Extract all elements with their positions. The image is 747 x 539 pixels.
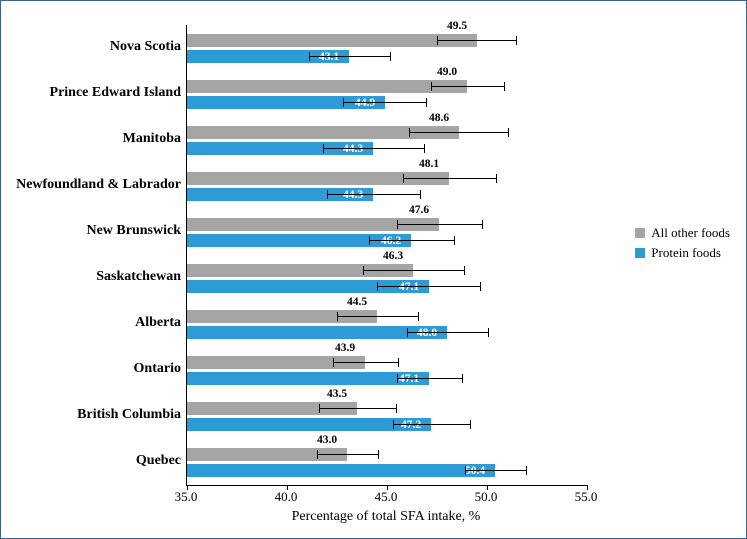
chart-row: 48.144.3: [187, 172, 587, 201]
error-bar-protein: [369, 234, 455, 247]
error-bar-protein: [327, 188, 421, 201]
x-axis-title: Percentage of total SFA intake, %: [292, 509, 481, 525]
chart-row: 49.044.9: [187, 80, 587, 109]
error-bar-other: [437, 34, 517, 47]
legend-item-protein: Protein foods: [635, 245, 730, 261]
value-label-other: 48.6: [429, 112, 449, 124]
error-bar-other: [403, 172, 497, 185]
x-tick-label: 40.0: [275, 489, 298, 505]
value-label-other: 43.0: [317, 434, 337, 446]
error-bar-other: [431, 80, 505, 93]
error-bar-other: [337, 310, 419, 323]
error-bar-other: [363, 264, 465, 277]
error-bar-other: [397, 218, 483, 231]
legend-swatch-other: [635, 228, 645, 238]
bar-other: 49.5: [187, 34, 477, 47]
x-tick-label: 35.0: [175, 489, 198, 505]
value-label-other: 49.0: [437, 66, 457, 78]
value-label-other: 48.1: [419, 158, 439, 170]
chart-row: 47.646.2: [187, 218, 587, 247]
error-bar-protein: [465, 464, 527, 477]
category-label: British Columbia: [77, 407, 181, 422]
category-label: Newfoundland & Labrador: [16, 177, 181, 192]
y-axis-labels: Nova Scotia Prince Edward Island Manitoba N…: [11, 25, 181, 485]
category-label: Saskatchewan: [96, 269, 181, 284]
chart-row: 44.548.0: [187, 310, 587, 339]
value-label-other: 44.5: [347, 296, 367, 308]
chart-row: 49.543.1: [187, 34, 587, 63]
value-label-other: 43.5: [327, 388, 347, 400]
error-bar-protein: [407, 326, 489, 339]
bar-protein: 50.4: [187, 464, 495, 477]
legend: All other foods Protein foods: [635, 225, 730, 265]
category-label: Alberta: [135, 315, 181, 330]
x-tick-label: 50.0: [475, 489, 498, 505]
error-bar-other: [333, 356, 399, 369]
chart-row: 43.947.1: [187, 356, 587, 385]
value-label-other: 47.6: [409, 204, 429, 216]
error-bar-protein: [309, 50, 391, 63]
category-label: Manitoba: [123, 131, 181, 146]
error-bar-protein: [323, 142, 425, 155]
chart-row: 43.050.4: [187, 448, 587, 477]
category-label: Prince Edward Island: [50, 85, 181, 100]
category-label: New Brunswick: [86, 223, 181, 238]
chart-frame: Nova Scotia Prince Edward Island Manitoba N…: [0, 0, 747, 539]
chart-row: 48.644.3: [187, 126, 587, 155]
x-tick-label: 55.0: [575, 489, 598, 505]
category-label: Ontario: [134, 361, 181, 376]
x-tick-label: 45.0: [375, 489, 398, 505]
error-bar-protein: [377, 280, 481, 293]
value-label-other: 43.9: [335, 342, 355, 354]
value-label-other: 46.3: [383, 250, 403, 262]
error-bar-other: [317, 448, 379, 461]
error-bar-protein: [397, 372, 463, 385]
error-bar-other: [409, 126, 509, 139]
value-label-other: 49.5: [447, 20, 467, 32]
legend-item-other: All other foods: [635, 225, 730, 241]
category-label: Quebec: [136, 453, 181, 468]
error-bar-protein: [393, 418, 471, 431]
legend-swatch-protein: [635, 248, 645, 258]
error-bar-protein: [343, 96, 427, 109]
plot-wrap: Nova Scotia Prince Edward Island Manitoba N…: [11, 15, 736, 530]
legend-label-protein: Protein foods: [651, 245, 721, 261]
error-bar-other: [319, 402, 397, 415]
chart-row: 46.347.1: [187, 264, 587, 293]
plot-area: 49.543.1 49.044.9 48.644.3 48.144.3 47.646.2…: [186, 25, 587, 486]
chart-row: 43.547.2: [187, 402, 587, 431]
bar-protein: 47.1: [187, 372, 429, 385]
bar-other: 49.0: [187, 80, 467, 93]
legend-label-other: All other foods: [651, 225, 730, 241]
category-label: Nova Scotia: [110, 39, 181, 54]
